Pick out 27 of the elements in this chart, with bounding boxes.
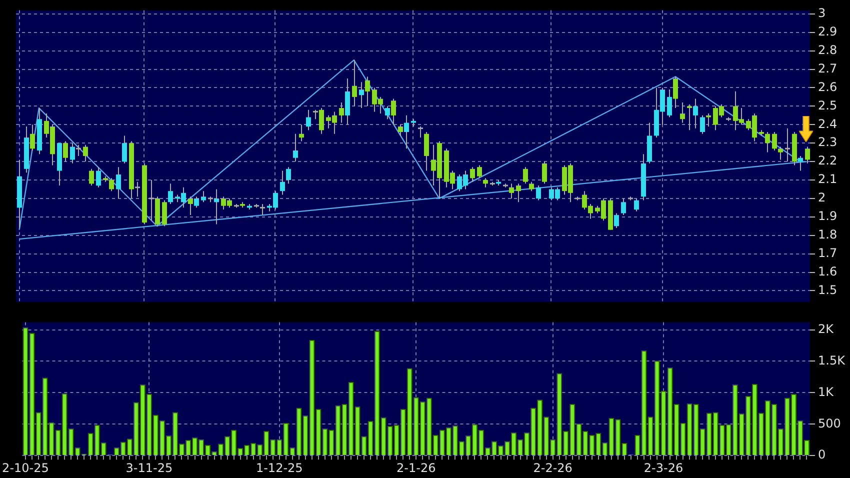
- x-tick-label: 3-11-25: [126, 460, 173, 475]
- y-tick-label: 2.2: [818, 154, 838, 168]
- y-tick-label: 2.7: [818, 61, 838, 76]
- x-tick-label: 1-12-25: [256, 460, 303, 475]
- x-tick-label: 2-1-26: [396, 460, 436, 475]
- x-tick-label: 2-2-26: [533, 460, 572, 475]
- y-tick-label: 0: [818, 448, 826, 462]
- y-tick-label: 3: [818, 6, 826, 20]
- y-tick-label: 2.4: [818, 116, 838, 131]
- y-tick-label: 2: [818, 190, 826, 205]
- y-tick-label: 2.8: [818, 42, 838, 57]
- y-tick-label: 1.9: [818, 209, 838, 224]
- y-tick-label: 1.5: [818, 282, 838, 297]
- y-tick-label: 2.3: [818, 135, 838, 150]
- y-tick-label: 1.5K: [818, 353, 846, 368]
- y-tick-label: 2.9: [818, 24, 838, 38]
- y-tick-label: 1.6: [818, 264, 838, 278]
- x-tick-label: 2-3-26: [644, 460, 684, 475]
- y-tick-label: 1K: [818, 384, 835, 399]
- y-tick-label: 1.8: [818, 227, 838, 242]
- y-tick-label: 2K: [818, 322, 835, 336]
- y-tick-label: 2.5: [818, 98, 838, 112]
- y-tick-label: 500: [818, 416, 841, 430]
- y-tick-label: 2.1: [818, 172, 838, 186]
- y-tick-label: 2.6: [818, 80, 838, 94]
- y-tick-label: 1.7: [818, 246, 838, 260]
- x-tick-label: 2-10-25: [2, 460, 49, 475]
